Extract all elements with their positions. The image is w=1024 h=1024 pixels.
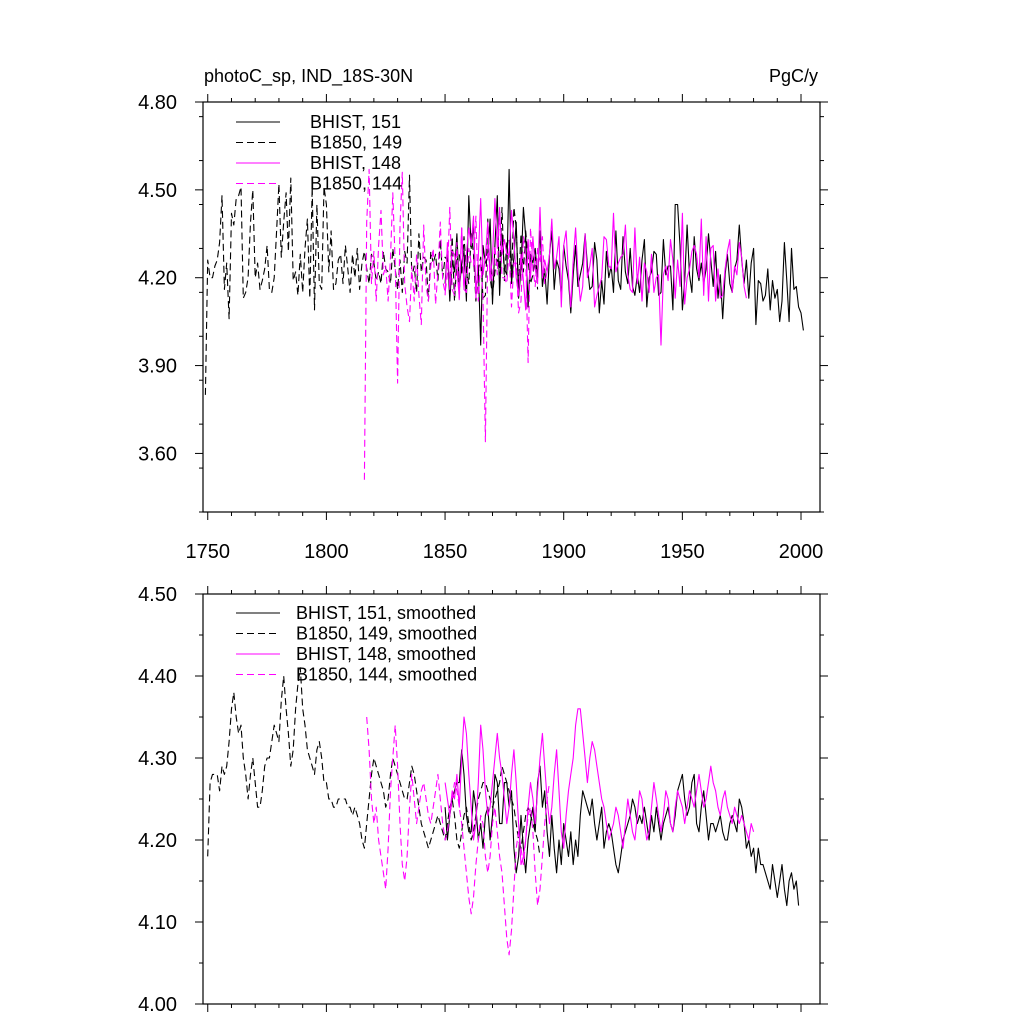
top-series-line-4 (363, 168, 548, 480)
top-legend-label: BHIST, 148 (310, 153, 401, 173)
top-panel-units: PgC/y (769, 66, 818, 86)
bottom-y-tick-label: 4.40 (138, 666, 177, 688)
bottom-y-tick-label: 4.20 (138, 830, 177, 852)
bottom-legend-label: BHIST, 148, smoothed (296, 644, 476, 664)
top-y-tick-label: 3.90 (138, 356, 177, 378)
top-x-tick-label: 2000 (779, 541, 824, 563)
top-y-tick-label: 4.20 (138, 268, 177, 290)
top-x-tick-label: 1900 (541, 541, 586, 563)
bottom-y-tick-label: 4.50 (138, 584, 177, 606)
bottom-y-tick-label: 4.30 (138, 748, 177, 770)
bottom-legend-label: B1850, 149, smoothed (296, 624, 477, 644)
top-series-line-2 (204, 174, 539, 395)
top-series-line-3 (444, 198, 747, 346)
top-x-tick-label: 1750 (185, 541, 230, 563)
top-panel-title: photoC_sp, IND_18S-30N (204, 66, 413, 87)
top-x-tick-label: 1950 (660, 541, 705, 563)
bottom-panel-series (207, 667, 800, 956)
top-panel-frame (202, 101, 821, 513)
bottom-panel-axes: 4.00 4.10 4.20 4.30 4.40 4.50 (138, 584, 828, 1016)
top-y-tick-label: 4.80 (138, 92, 177, 114)
bottom-y-tick-label: 4.00 (138, 994, 177, 1016)
bottom-y-tick-label: 4.10 (138, 912, 177, 934)
top-panel-axes: 1750 1800 1850 1900 1950 2000 3.60 3.90 4.20 4.50… (138, 92, 828, 563)
top-panel: photoC_sp, IND_18S-30N PgC/y 1750 1800 185… (138, 66, 828, 563)
top-x-tick-label: 1850 (423, 541, 468, 563)
top-y-tick-label: 4.50 (138, 180, 177, 202)
bottom-series-line-3 (444, 708, 755, 866)
bottom-panel: 4.00 4.10 4.20 4.30 4.40 4.50 BHIST, 151, smo… (138, 584, 828, 1016)
bottom-legend-label: BHIST, 151, smoothed (296, 603, 476, 623)
bottom-legend-label: B1850, 144, smoothed (296, 665, 477, 685)
top-y-tick-label: 3.60 (138, 443, 177, 465)
top-legend-label: BHIST, 151 (310, 112, 401, 132)
top-legend-label: B1850, 144 (310, 174, 402, 194)
top-x-tick-label: 1800 (304, 541, 349, 563)
top-legend-label: B1850, 149 (310, 133, 402, 153)
top-panel-series (204, 168, 804, 480)
